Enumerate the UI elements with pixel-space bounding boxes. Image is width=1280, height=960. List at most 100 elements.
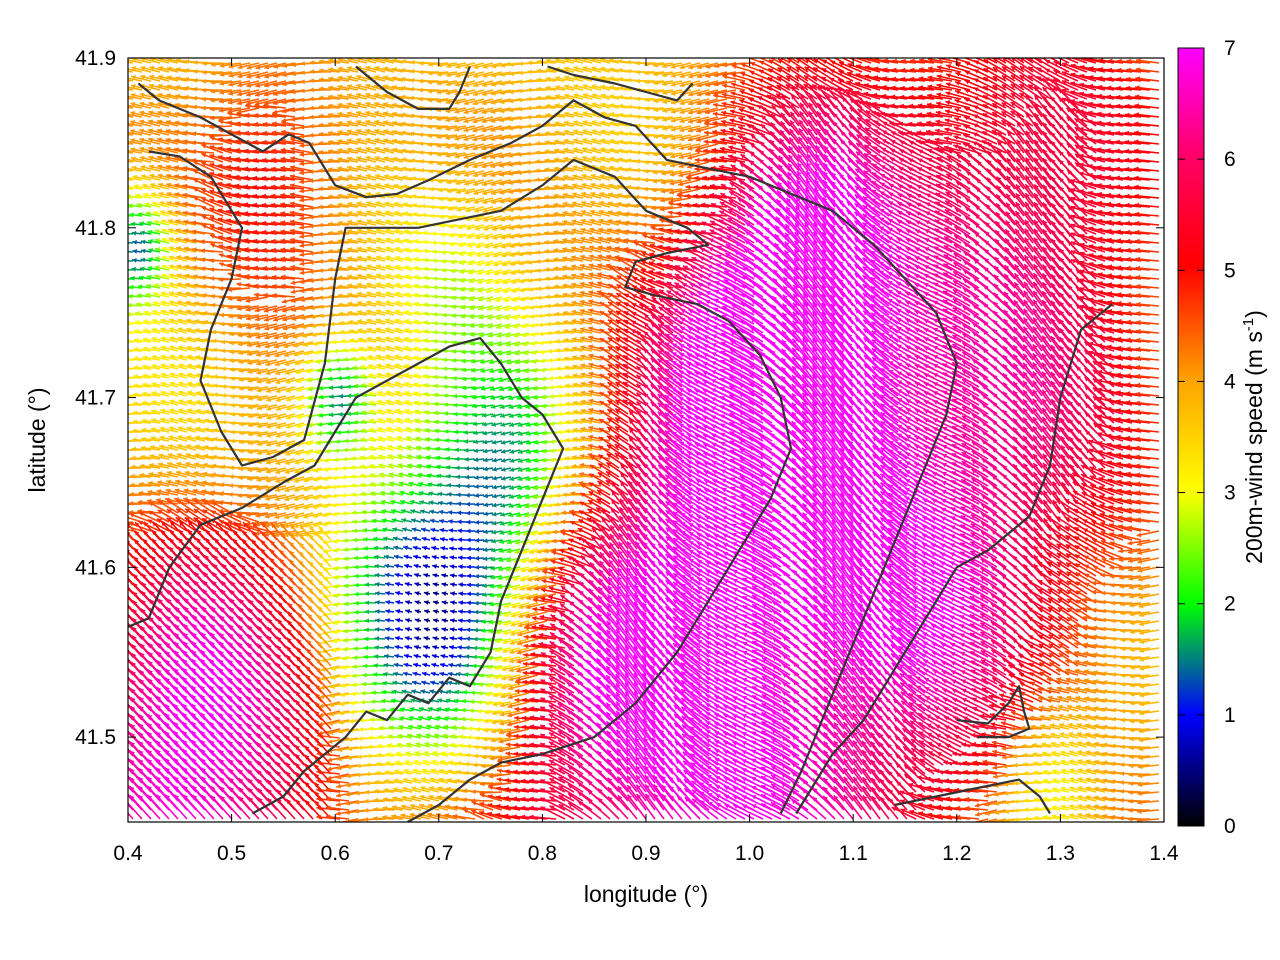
wind-vector-head [600, 66, 606, 72]
wind-vector-head [166, 75, 172, 81]
wind-vector-head [564, 75, 569, 81]
wind-vector-head [400, 85, 406, 91]
wind-vector-head [113, 158, 118, 163]
wind-vector-head [166, 111, 171, 116]
wind-vector-head [739, 90, 745, 95]
wind-vector-head [200, 123, 205, 129]
wind-vector-head [721, 110, 727, 116]
wind-vector-head [834, 87, 840, 93]
wind-vector-head [436, 116, 441, 122]
wind-vector-head [671, 118, 676, 123]
wind-vector-head [935, 110, 941, 116]
wind-vector-head [600, 84, 606, 90]
wind-vector-head [777, 67, 783, 72]
wind-vector-head [846, 80, 852, 85]
wind-vector-head [175, 102, 180, 108]
wind-vector-head [318, 86, 324, 92]
wind-vector-head [671, 109, 676, 114]
wind-vector [128, 113, 143, 118]
wind-vector [1001, 83, 1025, 100]
wind-vector-head [491, 82, 496, 87]
wind-vector-head [713, 93, 718, 99]
wind-vector [992, 66, 1016, 82]
wind-vector-head [800, 85, 806, 91]
wind-vector-head [244, 112, 250, 118]
wind-vector-head [937, 65, 942, 70]
wind-vector-head [714, 72, 719, 78]
wind-vector-head [813, 67, 819, 72]
wind-vector-head [545, 67, 551, 73]
wind-vector-head [1002, 58, 1008, 62]
wind-vector [1061, 71, 1088, 82]
wind-vector-head [779, 50, 784, 54]
wind-vector-head [1097, 93, 1102, 99]
wind-vector-head [573, 84, 579, 89]
wind-vector-head [112, 140, 117, 145]
wind-vector-head [946, 73, 951, 78]
wind-vector-head [518, 61, 523, 67]
wind-vector-head [1087, 110, 1093, 116]
wind-vector-head [644, 70, 649, 76]
wind-vector-head [536, 59, 542, 65]
wind-vector-head [1028, 58, 1034, 63]
wind-vector-head [1070, 90, 1076, 95]
wind-vector-head [730, 91, 736, 96]
wind-vector-head [1045, 51, 1050, 55]
wind-vector-head [121, 103, 126, 108]
wind-vector-head [635, 96, 641, 102]
wind-vector-head [954, 99, 960, 104]
wind-vector-head [670, 64, 676, 69]
wind-vector-head [318, 95, 324, 101]
wind-vector-head [582, 111, 588, 116]
wind-vector-head [545, 76, 551, 82]
wind-vector-head [854, 90, 860, 96]
wind-vector-head [1002, 49, 1007, 54]
wind-vector-head [1106, 85, 1112, 91]
wind-vector-head [1019, 75, 1025, 80]
wind-vector-head [1034, 95, 1040, 101]
wind-vector-head [955, 71, 961, 77]
wind-vector-head [609, 76, 614, 81]
wind-vector-head [545, 94, 551, 100]
wind-vector [992, 93, 1016, 109]
wind-vector-head [130, 84, 136, 89]
wind-vector-head [236, 112, 241, 117]
wind-vector-head [192, 104, 197, 110]
wind-vector-head [679, 73, 685, 79]
wind-vector-head [786, 67, 792, 72]
wind-vector-head [253, 121, 259, 127]
wind-vector-head [281, 99, 287, 105]
wind-vector-head [400, 76, 406, 82]
wind-vector-head [840, 53, 845, 57]
wind-vector-head [319, 59, 324, 64]
wind-vector-head [1106, 103, 1111, 109]
wind-vector-head [130, 120, 135, 125]
wind-vector-head [356, 58, 361, 62]
wind-vector-head [183, 94, 189, 100]
wind-vector-head [527, 78, 532, 84]
wind-vector-head [705, 100, 710, 106]
wind-vector-head [809, 94, 814, 100]
wind-vector-head [157, 83, 163, 89]
wind-vector-head [722, 62, 728, 68]
wind-vector-head [235, 121, 241, 126]
wind-vector [829, 77, 854, 91]
wind-vector-head [898, 112, 904, 118]
wind-vector-head [564, 66, 569, 71]
wind-vector-head [864, 65, 870, 71]
wind-vector-head [527, 69, 532, 75]
wind-vector-head [482, 82, 487, 88]
wind-vector [775, 93, 800, 109]
wind-vector-head [1066, 99, 1072, 104]
wind-vector-head [545, 112, 550, 118]
wind-vector-head [564, 84, 569, 90]
wind-vector-head [446, 63, 452, 69]
wind-vector-head [945, 91, 951, 96]
wind-vector [781, 95, 800, 118]
wind-vector-head [818, 86, 823, 91]
wind-vector-head [1098, 67, 1103, 72]
wind-vector-head [158, 74, 163, 80]
wind-vector-head [1115, 103, 1121, 109]
wind-vector [1010, 101, 1034, 118]
wind-vector-head [881, 84, 887, 90]
